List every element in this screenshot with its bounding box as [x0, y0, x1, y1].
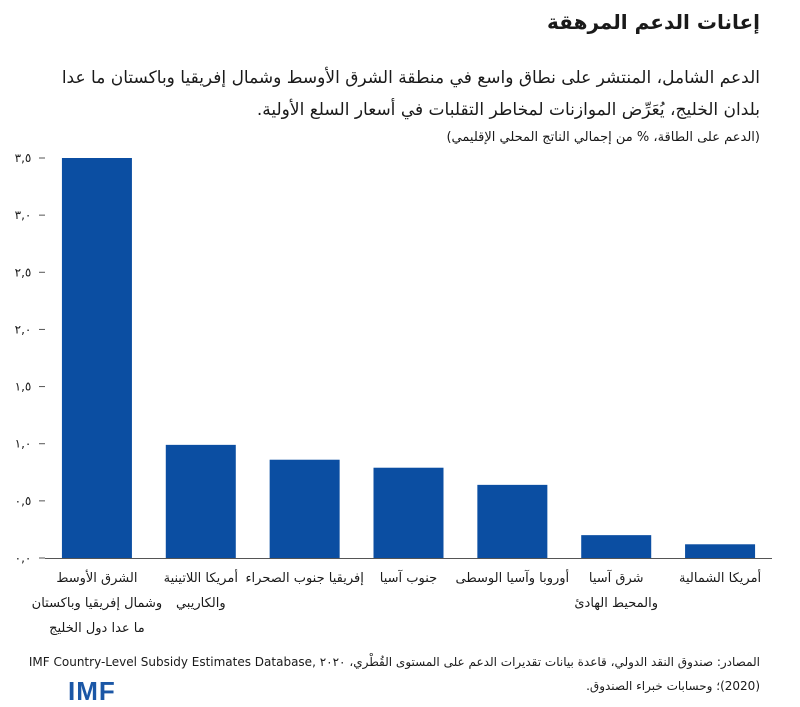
x-tick-label: والمحيط الهادئ: [574, 596, 658, 611]
x-tick-label: أمريكا الشمالية: [679, 569, 761, 586]
bar-chart: ٠,٠ ٠,٥ ١,٠ ١,٥ ٢,٠ ٢,٥ ٣,٠ ٣,٥ الشرق الأوسط وشما…: [15, 151, 772, 636]
x-tick-label: إفريقيا جنوب الصحراء: [245, 571, 363, 586]
bar: [685, 544, 756, 558]
source-line-2: (2020)؛ وحسابات خبراء الصندوق.: [586, 679, 760, 693]
source-line-1: المصادر: صندوق النقد الدولي، قاعدة بيانا…: [28, 655, 760, 669]
bar: [269, 459, 340, 558]
chart-title: إعانات الدعم المرهقة: [547, 10, 760, 34]
bar: [581, 535, 652, 558]
imf-logo: IMF: [68, 676, 116, 706]
y-tick-label: ٣,٠: [15, 208, 32, 222]
bar: [61, 158, 132, 558]
y-tick-label: ١,٥: [15, 380, 32, 394]
y-tick-label: ٢,٥: [15, 265, 32, 279]
source-note: المصادر: صندوق النقد الدولي، قاعدة بيانا…: [20, 650, 760, 698]
x-tick-label: شرق آسيا: [589, 569, 644, 586]
x-tick-label: أمريكا اللاتينية: [164, 569, 238, 586]
x-tick-label: ما عدا دول الخليج: [49, 621, 145, 636]
x-tick-label: وشمال إفريقيا وباكستان: [32, 596, 163, 611]
x-tick-label: والكاريبي: [176, 596, 226, 611]
y-tick-label: ٠,٥: [15, 494, 32, 508]
bar: [373, 467, 444, 558]
x-tick-label: أوروبا وآسيا الوسطى: [456, 569, 570, 586]
x-tick-label: جنوب آسيا: [380, 569, 437, 586]
chart-subtitle: الدعم الشامل، المنتشر على نطاق واسع في م…: [61, 68, 760, 120]
bar: [165, 444, 236, 558]
x-tick-label: الشرق الأوسط: [56, 569, 137, 586]
bar: [477, 484, 548, 558]
y-tick-label: ٠,٠: [15, 551, 32, 565]
y-axis-units-label: (الدعم على الطاقة، % من إجمالي الناتج ال…: [446, 130, 760, 145]
y-tick-label: ٢,٠: [15, 322, 32, 336]
y-tick-label: ١,٠: [15, 437, 32, 451]
y-tick-label: ٣,٥: [15, 151, 32, 165]
